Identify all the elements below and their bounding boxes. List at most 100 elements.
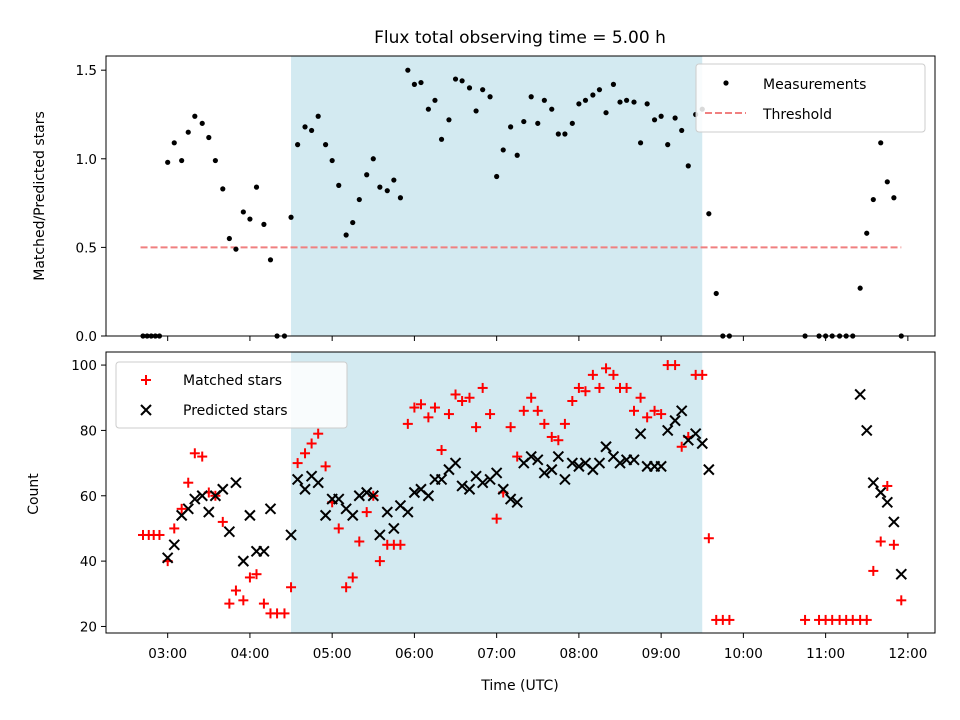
predicted-point [689,427,702,440]
matched-point [573,382,584,393]
predicted-point [312,476,324,489]
measurement-point [473,108,479,114]
matched-point [415,399,426,410]
matched-point [341,582,352,593]
measurement-point [500,147,506,153]
predicted-point [168,539,180,551]
predicted-point [435,473,448,486]
measurement-point [623,97,630,103]
predicted-point [367,490,379,502]
matched-point [183,477,194,488]
matched-point [189,448,200,459]
measurement-point [356,196,362,203]
matched-point [402,418,413,429]
matched-point [292,458,303,469]
measurement-point [425,106,431,112]
measurement-point [878,140,884,146]
predicted-point [511,496,523,509]
observing-window [291,352,703,633]
y-tick-label: 1.0 [76,152,97,168]
predicted-point [264,503,277,515]
x-tick-label: 10:00 [724,646,763,662]
matched-point [670,360,681,371]
matched-point [594,382,605,393]
matched-point [238,595,249,606]
measurement-point [658,113,664,119]
x-tick-label: 04:00 [230,646,269,662]
measurement-point [884,179,890,185]
matched-point [429,402,440,413]
matched-point [361,507,372,518]
x-axis-label: Time (UTC) [480,678,558,694]
measurement-point [199,120,205,126]
measurement-point [267,257,274,263]
y-tick-label: 100 [71,358,97,374]
measurement-point [315,113,321,119]
predicted-point [299,483,311,495]
matched-point [457,396,468,407]
matched-point [286,582,297,593]
matched-point [471,422,482,433]
predicted-point [449,457,462,469]
measurement-point [411,81,418,87]
predicted-point [504,493,517,505]
measurement-point [535,120,541,126]
matched-point [628,405,639,416]
x-tick-label: 09:00 [642,646,681,662]
matched-point [703,533,714,544]
predicted-point [196,490,208,502]
measurement-point [247,216,253,222]
matched-point [477,382,488,393]
measurement-point [384,188,390,194]
predicted-point [854,388,866,401]
measurement-point [685,163,691,169]
matched-point [861,614,872,625]
measurement-point [206,134,212,141]
measurement-point [610,81,617,87]
measurement-point [521,118,527,125]
predicted-point [614,457,626,469]
matched-point [532,405,543,416]
matched-point [197,451,208,462]
predicted-point [573,460,585,473]
measurement-point [466,85,473,91]
y-tick-label: 60 [80,489,97,505]
x-tick-label: 08:00 [559,646,598,662]
x-tick-label: 07:00 [477,646,516,662]
predicted-stars-series [161,388,907,580]
matched-point [320,461,331,472]
predicted-point [374,529,386,541]
matched-point [224,598,235,609]
predicted-point [402,506,414,518]
measurement-point [377,184,383,190]
predicted-point [881,496,894,509]
matched-point [154,529,165,540]
matched-point [491,513,502,524]
measurement-point [514,152,520,158]
predicted-point [182,503,194,515]
matched-point [313,428,324,439]
measurement-point [617,99,623,105]
matched-point [546,431,557,442]
predicted-point [189,493,201,505]
predicted-point [223,526,236,538]
predicted-point [161,552,174,564]
measurement-point [212,157,218,164]
x-tick-label: 05:00 [313,646,352,662]
predicted-point [669,414,681,427]
predicted-point [546,463,558,476]
predicted-point [237,555,250,567]
measurement-point [562,131,568,137]
predicted-point [655,460,667,473]
y-tick-label: 80 [80,423,97,439]
measurement-point [549,106,555,112]
measurement-point [295,142,301,148]
predicted-point [552,450,565,463]
legend-threshold-label: Threshold [762,107,832,123]
measurement-point [233,246,239,252]
matched-point [656,409,667,420]
predicted-point [456,480,468,492]
predicted-point [408,486,421,499]
measurement-point [452,76,459,82]
predicted-point [696,437,708,450]
